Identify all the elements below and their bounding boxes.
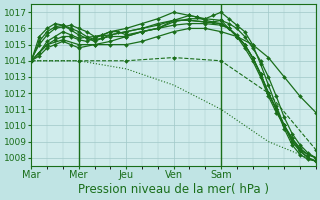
X-axis label: Pression niveau de la mer( hPa ): Pression niveau de la mer( hPa ) xyxy=(78,183,269,196)
